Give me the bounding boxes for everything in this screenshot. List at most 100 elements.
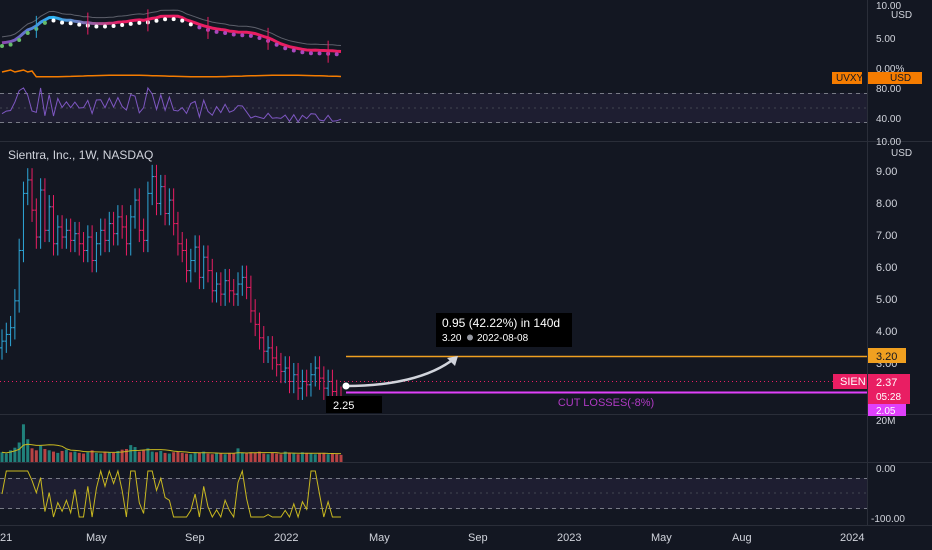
price-bar — [68, 218, 73, 253]
volume-bar — [17, 442, 21, 462]
trail-dot — [248, 33, 253, 38]
price-bar — [90, 225, 95, 273]
volume-bar — [64, 449, 68, 462]
price-bar — [25, 168, 30, 206]
entry-point[interactable] — [342, 382, 350, 390]
volume-bar — [60, 450, 64, 462]
volume-bar — [215, 452, 219, 462]
trail-dot — [334, 52, 339, 57]
trail-dot — [0, 43, 4, 48]
usd-badge — [868, 72, 922, 84]
dot-trail — [0, 17, 339, 57]
price-bar — [17, 238, 22, 313]
price-bar — [175, 211, 180, 256]
main-tick-7: 7.00 — [876, 230, 897, 242]
volume-panel[interactable]: 20M — [0, 416, 896, 462]
trail-dot — [214, 29, 219, 34]
price-bar — [12, 289, 17, 340]
last-price-text: 2.37 — [876, 377, 897, 389]
volume-bar — [77, 452, 81, 462]
volume-bar — [180, 452, 184, 462]
x-label-may-2022: May — [369, 532, 390, 544]
volume-bar — [339, 454, 343, 462]
price-bar — [51, 195, 56, 256]
volume-bar — [270, 452, 274, 462]
price-bar — [115, 205, 120, 246]
osc-tick-minus100: -100.00 — [871, 514, 905, 525]
trail-dot — [8, 42, 13, 47]
price-bar — [8, 315, 13, 347]
volume-bar — [34, 450, 38, 462]
measure-headline: 0.95 (42.22%) in 140d — [442, 316, 560, 330]
trail-dot — [111, 24, 116, 29]
price-bar — [120, 205, 125, 239]
trail-dot — [128, 21, 133, 26]
osc-tick-0: 0.00 — [876, 464, 896, 475]
price-bar — [210, 258, 215, 303]
volume-bar — [275, 453, 279, 462]
volume-bar — [318, 453, 322, 462]
x-label-aug-2023: Aug — [732, 532, 752, 544]
volume-bar — [94, 452, 98, 462]
oscillator-line — [1, 469, 341, 519]
price-bar — [150, 164, 155, 206]
time-axis[interactable]: 21 May Sep 2022 May Sep 2023 May Aug 202… — [0, 532, 864, 544]
volume-bar — [120, 449, 124, 462]
volume-bar — [154, 452, 158, 462]
price-bar — [94, 232, 99, 273]
top-price-spikes — [35, 9, 329, 63]
moving-average-line — [1, 14, 342, 53]
price-bar — [102, 218, 107, 253]
volume-bar — [103, 451, 107, 462]
price-bar — [163, 174, 168, 226]
volume-bar — [43, 449, 47, 462]
trail-dot — [240, 33, 245, 38]
volume-bar — [202, 451, 206, 462]
price-bar — [193, 235, 198, 273]
volume-bar — [9, 450, 13, 462]
measure-arrow — [345, 357, 456, 388]
price-bar — [81, 232, 86, 263]
volume-ma-line — [1, 443, 341, 455]
main-price-panel[interactable]: Sientra, Inc., 1W, NASDAQ CUT LOSSES(-8%… — [0, 137, 912, 417]
volume-bar — [116, 450, 120, 462]
volume-bar — [30, 448, 34, 462]
measure-arrow-head — [447, 356, 458, 366]
uvxy-badge — [832, 72, 862, 84]
trail-dot — [180, 18, 185, 23]
price-bar — [244, 265, 249, 300]
top-indicator-panel[interactable]: 10.00 USD 5.00 0.00% 80.00 40.00 UVXY US… — [0, 1, 922, 125]
price-bar — [184, 238, 189, 283]
top-tick-10: 10.00 — [876, 1, 901, 12]
price-bar — [30, 168, 35, 222]
price-bar — [317, 356, 322, 390]
oscillator-panel[interactable]: 0.00 -100.00 — [0, 464, 905, 525]
top-tick-5: 5.00 — [876, 34, 896, 45]
volume-bar — [13, 447, 17, 462]
volume-bar — [21, 424, 25, 462]
volume-bar — [150, 451, 154, 462]
volume-bar — [326, 454, 330, 462]
top-tick-80: 80.00 — [876, 84, 901, 95]
main-tick-9: 9.00 — [876, 166, 897, 178]
target-price-badge — [868, 348, 906, 363]
candlestick-series — [0, 164, 343, 412]
measure-date: 2022-08-08 — [477, 333, 529, 344]
volume-bar — [335, 454, 339, 462]
price-bar — [266, 336, 271, 363]
price-bar — [236, 272, 241, 306]
volume-bar — [176, 451, 180, 462]
uvxy-line — [1, 69, 342, 78]
price-bar — [308, 362, 313, 397]
price-bar — [85, 225, 90, 263]
price-bar — [38, 178, 43, 249]
trail-dot — [283, 46, 288, 51]
x-label-may-2023: May — [651, 532, 672, 544]
target-price-text: 3.20 — [876, 351, 897, 363]
price-bar — [154, 164, 159, 216]
volume-bar — [322, 452, 326, 462]
price-bar — [128, 205, 133, 256]
volume-bar — [99, 453, 103, 462]
